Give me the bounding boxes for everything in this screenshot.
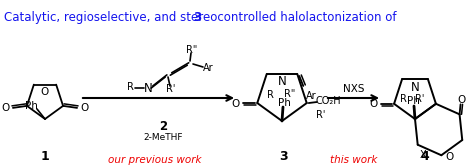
Text: Ph: Ph bbox=[278, 98, 291, 108]
Text: N: N bbox=[278, 75, 286, 88]
Text: O: O bbox=[369, 99, 377, 109]
Text: R": R" bbox=[186, 45, 198, 55]
Text: CO₂H: CO₂H bbox=[316, 96, 342, 106]
Text: 1: 1 bbox=[41, 149, 49, 163]
Text: Ph: Ph bbox=[407, 96, 419, 106]
Text: Ph: Ph bbox=[25, 101, 37, 111]
Text: O: O bbox=[445, 152, 454, 162]
Text: R: R bbox=[400, 94, 406, 104]
Text: 3: 3 bbox=[280, 149, 288, 163]
Text: 2-MeTHF: 2-MeTHF bbox=[143, 133, 183, 143]
Text: this work: this work bbox=[330, 155, 377, 165]
Text: our previous work: our previous work bbox=[108, 155, 202, 165]
Text: X: X bbox=[419, 150, 426, 160]
Text: N: N bbox=[410, 81, 419, 94]
Text: R": R" bbox=[283, 89, 295, 99]
Text: Catalytic, regioselective, and stereocontrolled halolactonization of: Catalytic, regioselective, and stereocon… bbox=[4, 11, 400, 24]
Text: R': R' bbox=[316, 110, 326, 120]
Text: R: R bbox=[266, 90, 273, 100]
Text: R: R bbox=[127, 82, 134, 92]
Text: O: O bbox=[231, 99, 239, 109]
Text: R': R' bbox=[166, 84, 176, 94]
Text: O: O bbox=[2, 103, 10, 113]
Text: Ar: Ar bbox=[306, 91, 317, 101]
Text: NXS: NXS bbox=[343, 84, 364, 94]
Text: N: N bbox=[144, 82, 152, 95]
Text: 2: 2 bbox=[159, 119, 167, 132]
Text: O: O bbox=[41, 87, 49, 97]
Text: O: O bbox=[80, 103, 88, 113]
Text: Ar: Ar bbox=[203, 63, 213, 73]
Text: R': R' bbox=[415, 94, 425, 104]
Text: O: O bbox=[457, 95, 465, 105]
Text: 4: 4 bbox=[420, 149, 429, 163]
Text: 3: 3 bbox=[193, 11, 201, 24]
